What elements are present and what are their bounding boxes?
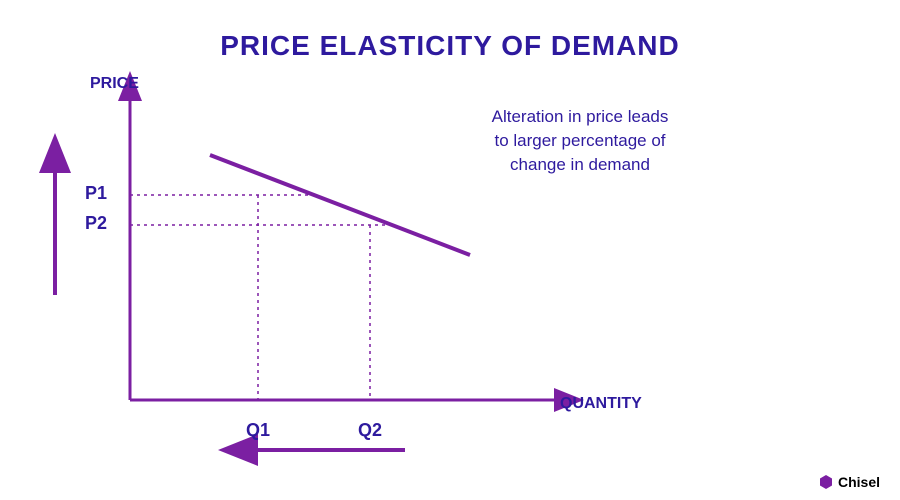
x-axis-label: QUANTITY (560, 395, 642, 413)
brand-name: Chisel (838, 474, 880, 490)
q2-label: Q2 (358, 420, 382, 441)
annotation-line-1: Alteration in price leads (450, 105, 710, 129)
y-axis-label: PRICE (90, 75, 139, 93)
annotation-line-3: change in demand (450, 153, 710, 177)
annotation-line-2: to larger percentage of (450, 129, 710, 153)
annotation-text: Alteration in price leads to larger perc… (450, 105, 710, 176)
q1-label: Q1 (246, 420, 270, 441)
brand-logo: Chisel (818, 474, 880, 490)
hexagon-icon (818, 474, 834, 490)
p2-label: P2 (85, 213, 107, 234)
p1-label: P1 (85, 183, 107, 204)
demand-curve (210, 155, 470, 255)
